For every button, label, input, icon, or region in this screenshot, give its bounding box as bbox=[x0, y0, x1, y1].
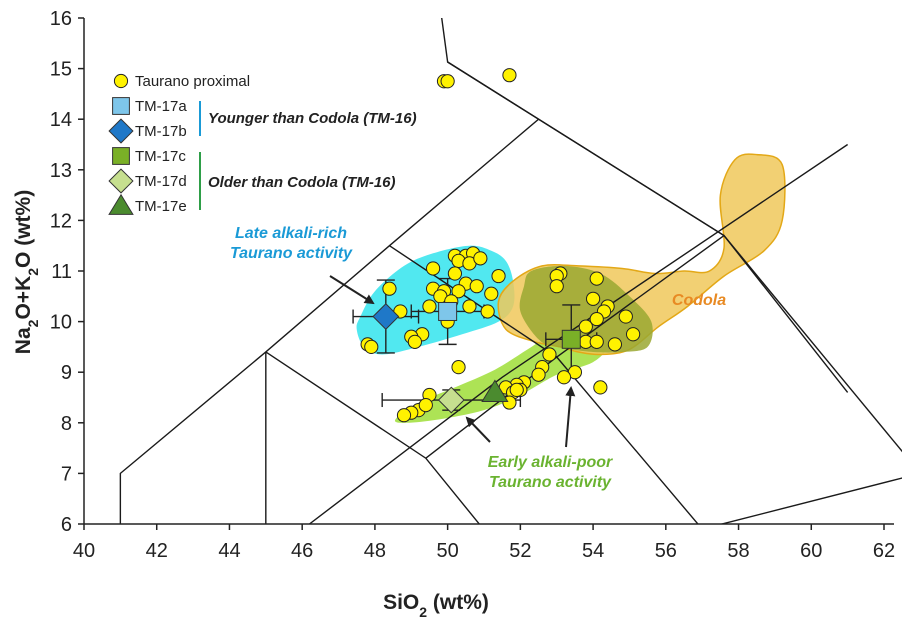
data-point bbox=[382, 281, 397, 296]
legend-label: TM-17b bbox=[135, 123, 187, 140]
data-point bbox=[589, 271, 604, 286]
boundaries-layer bbox=[119, 18, 902, 524]
codola-annotation: Codola bbox=[672, 292, 726, 309]
data-point bbox=[589, 334, 604, 349]
x-tick-label: 54 bbox=[582, 540, 604, 562]
tas-boundary-6 bbox=[723, 235, 902, 453]
y-tick-label: 16 bbox=[50, 8, 72, 30]
data-point-tm-17d bbox=[437, 386, 465, 414]
legend-label: TM-17e bbox=[135, 198, 187, 215]
data-point-tm-17a bbox=[438, 301, 458, 321]
data-point bbox=[451, 360, 466, 375]
tas-boundary-8 bbox=[447, 61, 725, 237]
data-point bbox=[578, 319, 593, 334]
early-annotation-line1: Early alkali-poor bbox=[488, 454, 613, 471]
data-point bbox=[473, 251, 488, 266]
data-point bbox=[625, 327, 641, 342]
y-tick-label: 7 bbox=[61, 463, 72, 485]
data-point bbox=[447, 266, 463, 281]
data-point bbox=[593, 380, 608, 395]
early-arrow-right bbox=[565, 386, 576, 448]
legend-marker bbox=[108, 118, 134, 144]
y-tick-label: 8 bbox=[61, 413, 72, 435]
data-point bbox=[589, 311, 604, 327]
data-point bbox=[462, 299, 477, 314]
data-point bbox=[422, 299, 437, 314]
data-point bbox=[618, 309, 633, 324]
legend: Taurano proximal TM-17a TM-17b TM-17c TM-17d… bbox=[108, 73, 250, 215]
legend-label: Taurano proximal bbox=[135, 73, 250, 90]
late-annotation-line2: Taurano activity bbox=[230, 245, 353, 262]
data-point-tm-17e bbox=[481, 379, 509, 402]
legend-marker bbox=[113, 73, 129, 89]
data-point bbox=[425, 261, 441, 276]
data-point bbox=[542, 347, 557, 362]
y-tick-label: 12 bbox=[50, 210, 72, 232]
y-tick-label: 13 bbox=[50, 160, 72, 182]
fields-layer bbox=[356, 153, 786, 423]
x-tick-label: 52 bbox=[509, 540, 531, 562]
data-point bbox=[502, 68, 517, 83]
x-tick-label: 40 bbox=[73, 540, 95, 562]
legend-label: TM-17c bbox=[135, 148, 186, 165]
data-point bbox=[480, 304, 495, 319]
older-group-label: Older than Codola (TM-16) bbox=[208, 174, 396, 191]
y-tick-label: 11 bbox=[51, 261, 72, 283]
early-arrow-left bbox=[465, 416, 491, 443]
legend-label: TM-17a bbox=[135, 98, 187, 115]
data-point bbox=[440, 74, 455, 89]
x-tick-label: 44 bbox=[218, 540, 240, 562]
data-point bbox=[469, 279, 484, 294]
x-tick-label: 60 bbox=[800, 540, 822, 562]
data-point-tm-17b bbox=[372, 303, 400, 330]
data-point bbox=[549, 279, 564, 294]
late-annotation-line1: Late alkali-rich bbox=[235, 225, 347, 242]
legend-marker bbox=[108, 168, 134, 194]
data-point bbox=[451, 284, 466, 299]
data-point bbox=[491, 268, 506, 284]
data-point bbox=[607, 337, 623, 352]
legend-marker bbox=[112, 97, 130, 115]
data-point bbox=[484, 286, 499, 301]
x-tick-label: 56 bbox=[655, 540, 677, 562]
younger-group-label: Younger than Codola (TM-16) bbox=[208, 110, 417, 127]
y-tick-label: 10 bbox=[50, 312, 72, 334]
y-tick-label: 9 bbox=[61, 362, 72, 384]
tas-boundary-7 bbox=[441, 18, 539, 120]
data-point bbox=[418, 397, 433, 413]
axes: 40 42 44 46 48 50 52 54 56 58 60 62 6 7 8 9 10 11 12 13 14 15… bbox=[50, 8, 895, 562]
data-point bbox=[509, 382, 524, 398]
data-point bbox=[407, 334, 423, 349]
data-point bbox=[531, 367, 546, 382]
y-tick-label: 15 bbox=[50, 59, 72, 81]
tas-boundary-10 bbox=[309, 143, 849, 524]
x-tick-label: 62 bbox=[873, 540, 895, 562]
data-point bbox=[364, 339, 379, 354]
x-tick-label: 46 bbox=[291, 540, 313, 562]
tas-boundary-9 bbox=[719, 477, 902, 524]
x-tick-label: 42 bbox=[146, 540, 168, 562]
early-annotation-line2: Taurano activity bbox=[489, 474, 612, 491]
data-point-tm-17c bbox=[561, 329, 581, 349]
late-arrow bbox=[329, 275, 375, 305]
x-tick-label: 50 bbox=[437, 540, 459, 562]
y-axis-title: Na2O+K2O (wt%) bbox=[12, 190, 41, 354]
points-layer bbox=[360, 68, 641, 423]
y-tick-label: 14 bbox=[50, 109, 72, 131]
x-tick-label: 48 bbox=[364, 540, 386, 562]
data-point bbox=[396, 408, 412, 423]
data-point bbox=[556, 370, 572, 385]
x-tick-label: 58 bbox=[727, 540, 749, 562]
legend-marker bbox=[112, 147, 130, 165]
legend-label: TM-17d bbox=[135, 173, 187, 190]
data-point bbox=[585, 291, 601, 306]
legend-marker bbox=[108, 193, 134, 215]
x-axis-title: SiO2 (wt%) bbox=[383, 591, 489, 620]
y-tick-label: 6 bbox=[61, 514, 72, 536]
